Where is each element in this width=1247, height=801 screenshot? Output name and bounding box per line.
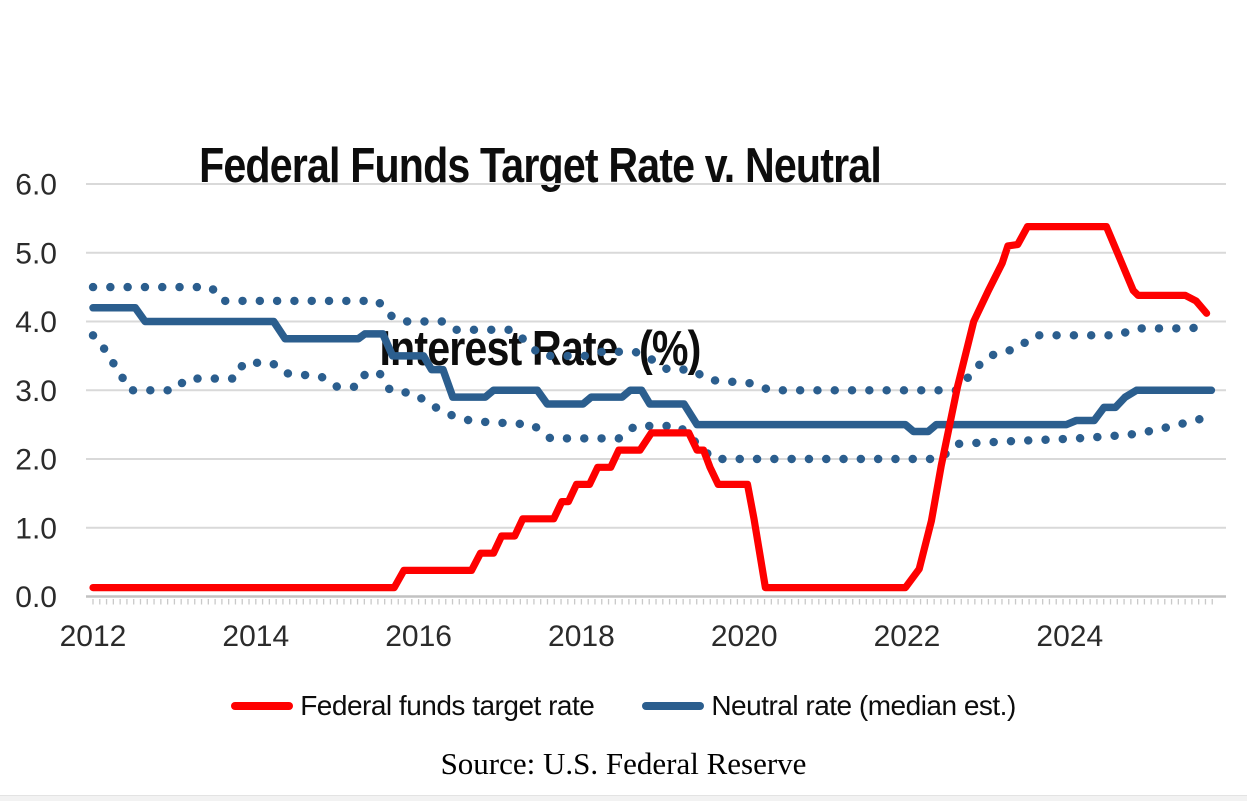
x-tick-label: 2016 xyxy=(385,620,452,653)
legend-item-fed-funds: Federal funds target rate xyxy=(231,690,595,722)
series-fed-funds-line xyxy=(89,223,1211,592)
y-tick-label: 3.0 xyxy=(15,375,57,408)
series-neutral-upper-dotted xyxy=(88,282,1210,395)
legend-swatch-red-line xyxy=(231,702,294,710)
bottom-strip xyxy=(0,795,1247,801)
source-caption: Source: U.S. Federal Reserve xyxy=(440,746,807,781)
series-neutral-median-line xyxy=(89,304,1216,436)
y-tick-label: 4.0 xyxy=(15,306,57,339)
y-tick-label: 0.0 xyxy=(15,581,57,614)
y-tick-label: 6.0 xyxy=(15,169,57,202)
x-tick-label: 2022 xyxy=(874,620,941,653)
x-tick-label: 2024 xyxy=(1036,620,1103,653)
series-neutral-lower-dotted xyxy=(88,331,1210,464)
y-tick-label: 2.0 xyxy=(15,444,57,477)
y-tick-label: 1.0 xyxy=(15,512,57,545)
x-tick-label: 2014 xyxy=(222,620,289,653)
x-tick-label: 2018 xyxy=(548,620,615,653)
legend: Federal funds target rate Neutral rate (… xyxy=(0,690,1247,722)
legend-label-fed-funds: Federal funds target rate xyxy=(300,690,595,721)
x-tick-label: 2012 xyxy=(60,620,127,653)
legend-swatch-blue-line xyxy=(642,702,705,710)
legend-item-neutral-rate: Neutral rate (median est.) xyxy=(642,690,1016,722)
legend-label-neutral-rate: Neutral rate (median est.) xyxy=(711,690,1016,721)
x-tick-label: 2020 xyxy=(711,620,778,653)
y-tick-label: 5.0 xyxy=(15,237,57,270)
chart-title-line2: Interest Rate (%) xyxy=(379,322,701,376)
